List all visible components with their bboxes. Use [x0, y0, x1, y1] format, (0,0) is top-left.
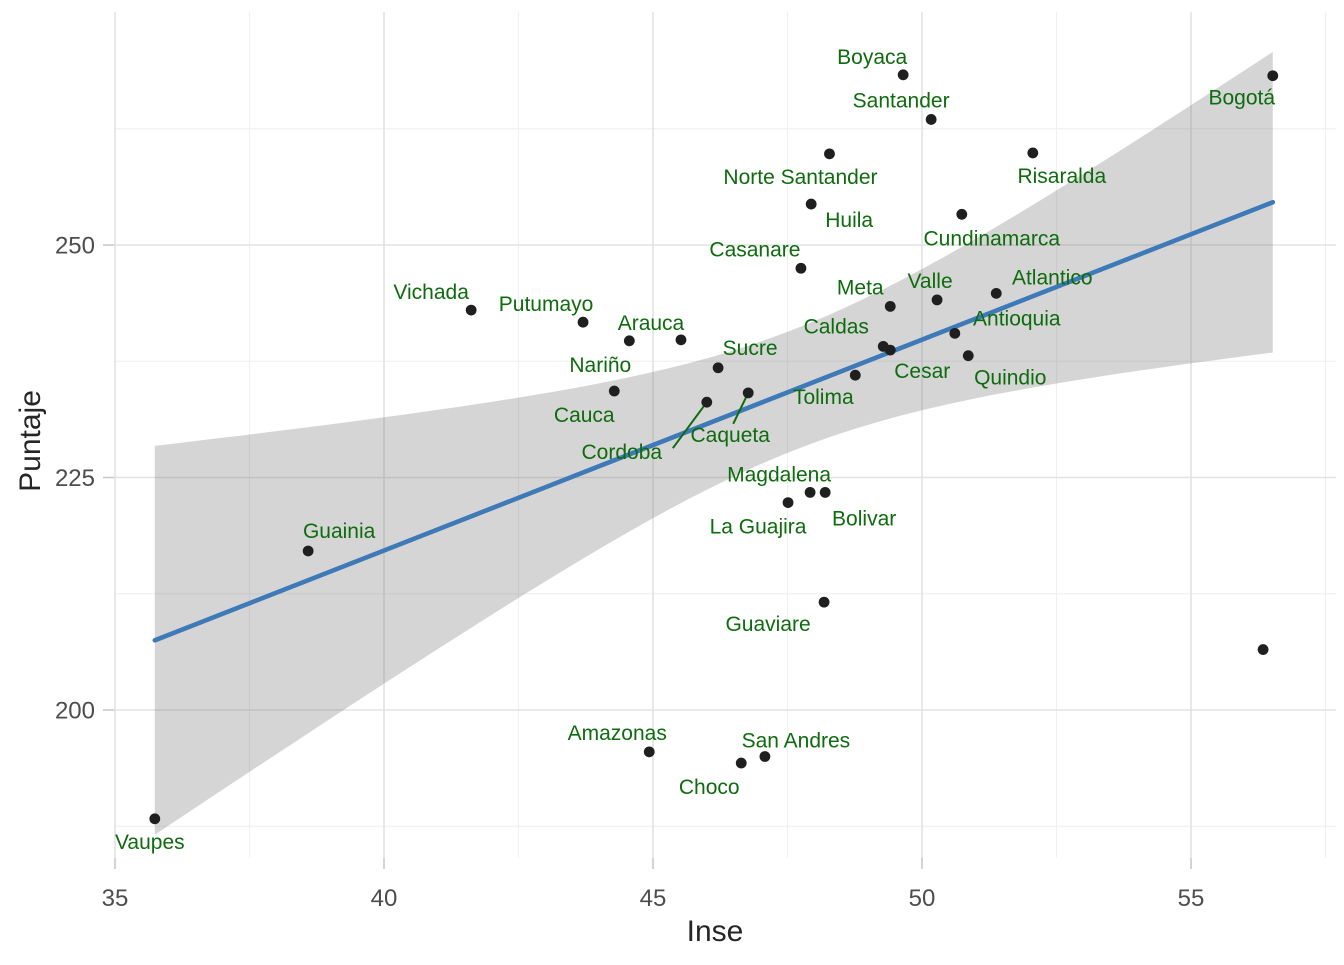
- point-label-magdalena: Magdalena: [727, 463, 831, 486]
- regression-line-path: [152, 199, 1276, 643]
- x-tick-label: 40: [371, 885, 398, 912]
- confidence-ribbon: [154, 51, 1273, 835]
- point-label-atlantico: Atlantico: [1012, 266, 1093, 289]
- point-label-boyaca: Boyaca: [837, 46, 907, 69]
- data-point-choco: [735, 757, 747, 769]
- point-label-vaupes: Vaupes: [115, 831, 185, 854]
- point-label-cordoba: Cordoba: [582, 441, 663, 464]
- data-point-caqueta: [742, 387, 754, 399]
- data-point-cordoba: [701, 396, 713, 408]
- x-axis-title: Inse: [687, 915, 744, 948]
- point-label-arauca: Arauca: [618, 312, 685, 335]
- axis-ticks: [103, 244, 1192, 869]
- data-point-vichada: [465, 304, 477, 316]
- data-point-meta: [884, 300, 896, 312]
- point-label-bogot-: Bogotá: [1208, 87, 1275, 110]
- y-tick-label: 200: [55, 698, 95, 725]
- data-point-arauca: [675, 334, 687, 346]
- point-label-santander: Santander: [853, 89, 950, 112]
- data-point-guainia: [302, 545, 314, 557]
- point-label-putumayo: Putumayo: [499, 293, 594, 316]
- point-label-caqueta: Caqueta: [691, 424, 771, 447]
- point-labels: Vaupes Guainia Vichada Putumayo Cauca Nariño A…: [115, 46, 1275, 854]
- point-label-casanare: Casanare: [709, 238, 800, 261]
- data-point-san-andres: [759, 751, 771, 762]
- data-point-huila: [805, 198, 817, 210]
- regression-line: [152, 199, 1276, 643]
- point-label-guaviare: Guaviare: [725, 613, 810, 636]
- data-point-cesar: [884, 344, 896, 356]
- data-point-bolivar: [819, 486, 831, 498]
- data-point-santander: [925, 114, 937, 125]
- point-label-cesar: Cesar: [894, 360, 950, 383]
- gridlines-minor: [114, 12, 1336, 858]
- data-point-quindio: [962, 350, 974, 362]
- data-point-casanare: [795, 262, 807, 274]
- point-label-antioquia: Antioquia: [973, 307, 1061, 330]
- x-tick-label: 45: [640, 885, 667, 912]
- point-label-choco: Choco: [679, 776, 740, 799]
- data-point-vaupes: [149, 813, 161, 825]
- point-label-caldas: Caldas: [804, 315, 869, 338]
- point-label-cauca: Cauca: [554, 404, 615, 427]
- data-point-amazonas: [643, 746, 655, 758]
- point-label-guainia: Guainia: [303, 520, 376, 543]
- data-points: [149, 69, 1279, 825]
- point-label-meta: Meta: [837, 276, 884, 299]
- label-leader-lines: [671, 392, 750, 449]
- data-point-valle: [931, 294, 943, 306]
- x-tick-label: 50: [909, 885, 936, 912]
- data-point-cauca: [608, 385, 620, 397]
- point-label-la-guajira: La Guajira: [710, 516, 807, 539]
- x-tick-label: 55: [1178, 885, 1205, 912]
- data-point-la-guajira: [782, 497, 794, 509]
- data-point-unlabeled: [1257, 644, 1269, 655]
- data-point-putumayo: [577, 316, 589, 328]
- data-point-atlantico: [990, 287, 1002, 299]
- point-label-vichada: Vichada: [393, 281, 469, 304]
- data-point-tolima: [849, 369, 861, 381]
- leader-line-cordoba: [671, 401, 708, 449]
- y-axis-title: Puntaje: [14, 390, 47, 492]
- point-label-bolivar: Bolivar: [832, 507, 896, 530]
- gridlines-major: [114, 12, 1336, 858]
- point-label-risaralda: Risaralda: [1017, 165, 1106, 188]
- data-point-cundinamarca: [956, 208, 968, 220]
- data-point-nari-o: [623, 335, 635, 347]
- y-tick-label: 225: [55, 465, 95, 492]
- x-tick-label: 35: [102, 885, 129, 912]
- point-label-cundinamarca: Cundinamarca: [924, 227, 1061, 250]
- point-label-amazonas: Amazonas: [568, 722, 667, 745]
- point-label-san-andres: San Andres: [742, 730, 851, 753]
- data-point-risaralda: [1027, 147, 1039, 159]
- axis-tick-labels: 35 40 45 50 55 200 225 250: [55, 233, 1204, 913]
- point-label-nari-o: Nariño: [569, 354, 631, 377]
- data-point-bogot-: [1267, 70, 1279, 82]
- data-point-sucre: [712, 362, 724, 374]
- point-label-huila: Huila: [825, 209, 873, 232]
- point-label-norte-santander: Norte Santander: [723, 166, 877, 189]
- data-point-boyaca: [897, 69, 909, 81]
- y-tick-label: 250: [55, 233, 95, 260]
- confidence-ribbon-area: [154, 51, 1273, 835]
- point-label-quindio: Quindio: [974, 367, 1046, 390]
- data-point-magdalena: [804, 486, 816, 498]
- data-point-norte-santander: [824, 148, 835, 160]
- data-point-guaviare: [818, 596, 830, 608]
- point-label-sucre: Sucre: [723, 337, 778, 360]
- data-point-antioquia: [949, 327, 961, 339]
- point-label-valle: Valle: [907, 270, 952, 293]
- leader-line-caqueta: [732, 392, 750, 425]
- point-label-tolima: Tolima: [793, 386, 854, 409]
